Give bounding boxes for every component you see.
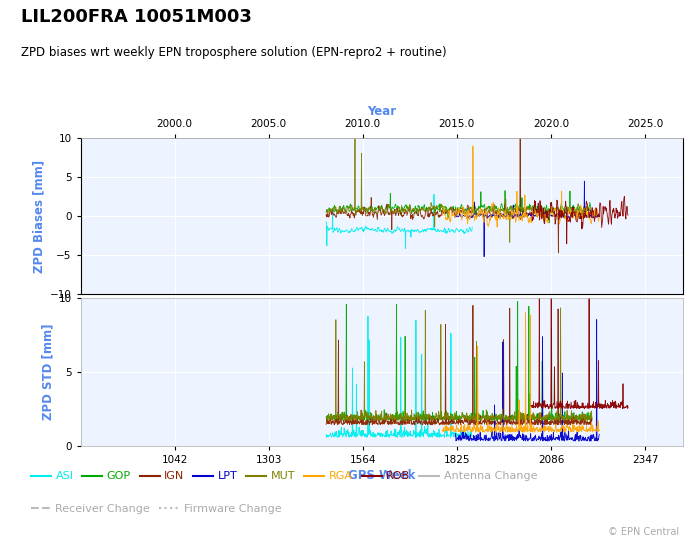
Legend: Receiver Change, Firmware Change: Receiver Change, Firmware Change — [27, 500, 286, 518]
Text: © EPN Central: © EPN Central — [608, 527, 679, 537]
Text: ZPD biases wrt weekly EPN troposphere solution (EPN-repro2 + routine): ZPD biases wrt weekly EPN troposphere so… — [21, 46, 447, 59]
Text: LIL200FRA 10051M003: LIL200FRA 10051M003 — [21, 8, 252, 26]
X-axis label: Year: Year — [367, 105, 396, 118]
Y-axis label: ZPD Biases [mm]: ZPD Biases [mm] — [32, 159, 46, 273]
X-axis label: GPS Week: GPS Week — [348, 469, 415, 482]
Y-axis label: ZPD STD [mm]: ZPD STD [mm] — [41, 323, 54, 420]
Legend: ASI, GOP, IGN, LPT, MUT, RGA, ROB, Antenna Change: ASI, GOP, IGN, LPT, MUT, RGA, ROB, Anten… — [27, 467, 542, 486]
